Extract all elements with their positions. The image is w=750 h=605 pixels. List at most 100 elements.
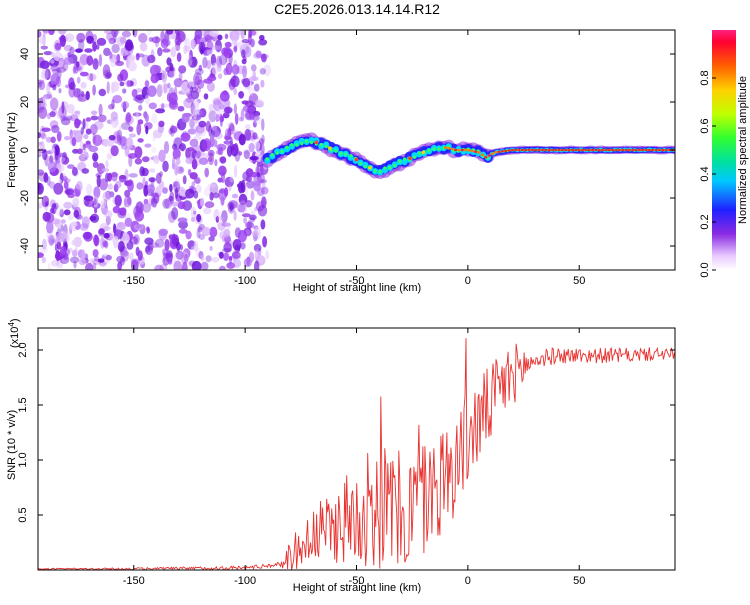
- noise-blob: [229, 176, 235, 183]
- noise-blob: [144, 80, 150, 88]
- noise-blob: [193, 107, 198, 120]
- noise-blob: [223, 252, 230, 261]
- ridge-core: [557, 148, 561, 152]
- noise-blob: [253, 115, 262, 125]
- noise-blob: [64, 188, 74, 195]
- noise-blob: [49, 97, 59, 111]
- noise-blob: [241, 39, 250, 44]
- noise-blob: [166, 57, 172, 66]
- noise-blob: [219, 156, 227, 164]
- noise-blob: [135, 94, 146, 100]
- noise-blob: [245, 108, 254, 120]
- noise-blob: [81, 148, 87, 156]
- noise-blob: [170, 125, 178, 134]
- ridge-blob: [363, 165, 367, 169]
- noise-blob: [261, 196, 267, 209]
- ridge-core: [664, 148, 668, 152]
- noise-blob: [254, 141, 261, 151]
- noise-blob: [164, 239, 170, 252]
- noise-blob: [73, 260, 77, 269]
- noise-blob: [217, 216, 225, 221]
- noise-blob: [169, 62, 174, 73]
- noise-blob: [249, 30, 257, 36]
- noise-blob: [114, 194, 122, 207]
- noise-blob: [77, 93, 88, 102]
- noise-blob: [97, 258, 105, 263]
- noise-blob: [38, 80, 46, 91]
- noise-blob: [56, 241, 62, 250]
- noise-blob: [193, 240, 199, 252]
- noise-blob: [132, 112, 142, 117]
- noise-blob: [76, 32, 86, 43]
- noise-blob: [224, 46, 232, 56]
- noise-blob: [54, 202, 59, 210]
- noise-blob: [189, 138, 199, 148]
- noise-blob: [236, 183, 242, 189]
- noise-blob: [137, 119, 144, 125]
- x-tick-label: -150: [123, 275, 145, 287]
- noise-blob: [147, 242, 154, 251]
- noise-blob: [98, 103, 103, 117]
- spectrogram-y-ticks: -40 -20 0 20 40: [19, 48, 675, 254]
- noise-blob: [90, 110, 98, 116]
- ridge-blob: [290, 143, 294, 147]
- noise-blob: [234, 112, 239, 125]
- noise-blob: [74, 110, 81, 115]
- noise-blob: [155, 172, 162, 184]
- noise-blob: [249, 171, 258, 178]
- noise-blob: [72, 130, 78, 136]
- noise-blob: [215, 216, 220, 223]
- colorbar-tick-label: 0.8: [699, 70, 711, 85]
- noise-blob: [121, 30, 131, 38]
- noise-blob: [178, 65, 187, 74]
- noise-blob: [101, 168, 110, 172]
- noise-blob: [261, 186, 269, 195]
- x-tick-label: 0: [465, 275, 471, 287]
- noise-blob: [228, 185, 232, 192]
- noise-blob: [178, 228, 188, 234]
- noise-blob: [228, 200, 238, 209]
- noise-blob: [145, 245, 151, 253]
- ridge-core: [550, 148, 555, 152]
- ridge-core: [484, 155, 488, 159]
- noise-blob: [42, 96, 47, 103]
- noise-blob: [83, 134, 89, 140]
- noise-blob: [38, 252, 44, 258]
- noise-blob: [240, 242, 246, 250]
- noise-blob: [223, 228, 231, 238]
- noise-blob: [92, 84, 96, 96]
- noise-blob: [209, 226, 218, 238]
- noise-blob: [252, 120, 257, 128]
- noise-blob: [106, 32, 115, 41]
- noise-blob: [231, 251, 241, 259]
- ridge-blob: [308, 136, 315, 144]
- noise-blob: [116, 36, 125, 47]
- noise-blob: [93, 186, 101, 199]
- noise-blob: [200, 197, 205, 207]
- ridge-blob: [349, 154, 353, 158]
- noise-blob: [120, 143, 128, 150]
- noise-blob: [67, 193, 75, 199]
- noise-blob: [75, 65, 82, 71]
- ridge-core: [611, 148, 615, 152]
- noise-blob: [260, 79, 265, 88]
- noise-blob: [76, 76, 81, 84]
- ridge-core: [637, 148, 642, 152]
- noise-blob: [248, 214, 257, 221]
- noise-blob: [154, 264, 164, 270]
- noise-blob: [183, 253, 189, 263]
- noise-blob: [87, 73, 97, 81]
- noise-blob: [260, 219, 266, 230]
- ridge-core: [654, 148, 658, 152]
- noise-blob: [243, 217, 248, 224]
- noise-blob: [130, 258, 140, 266]
- ridge-core: [601, 148, 605, 152]
- noise-blob: [148, 102, 157, 110]
- noise-blob: [61, 151, 68, 163]
- noise-blob: [62, 62, 69, 71]
- noise-blob: [253, 83, 260, 92]
- noise-blob: [89, 73, 94, 82]
- noise-blob: [110, 145, 119, 157]
- noise-blob: [226, 122, 232, 127]
- noise-blob: [67, 164, 75, 169]
